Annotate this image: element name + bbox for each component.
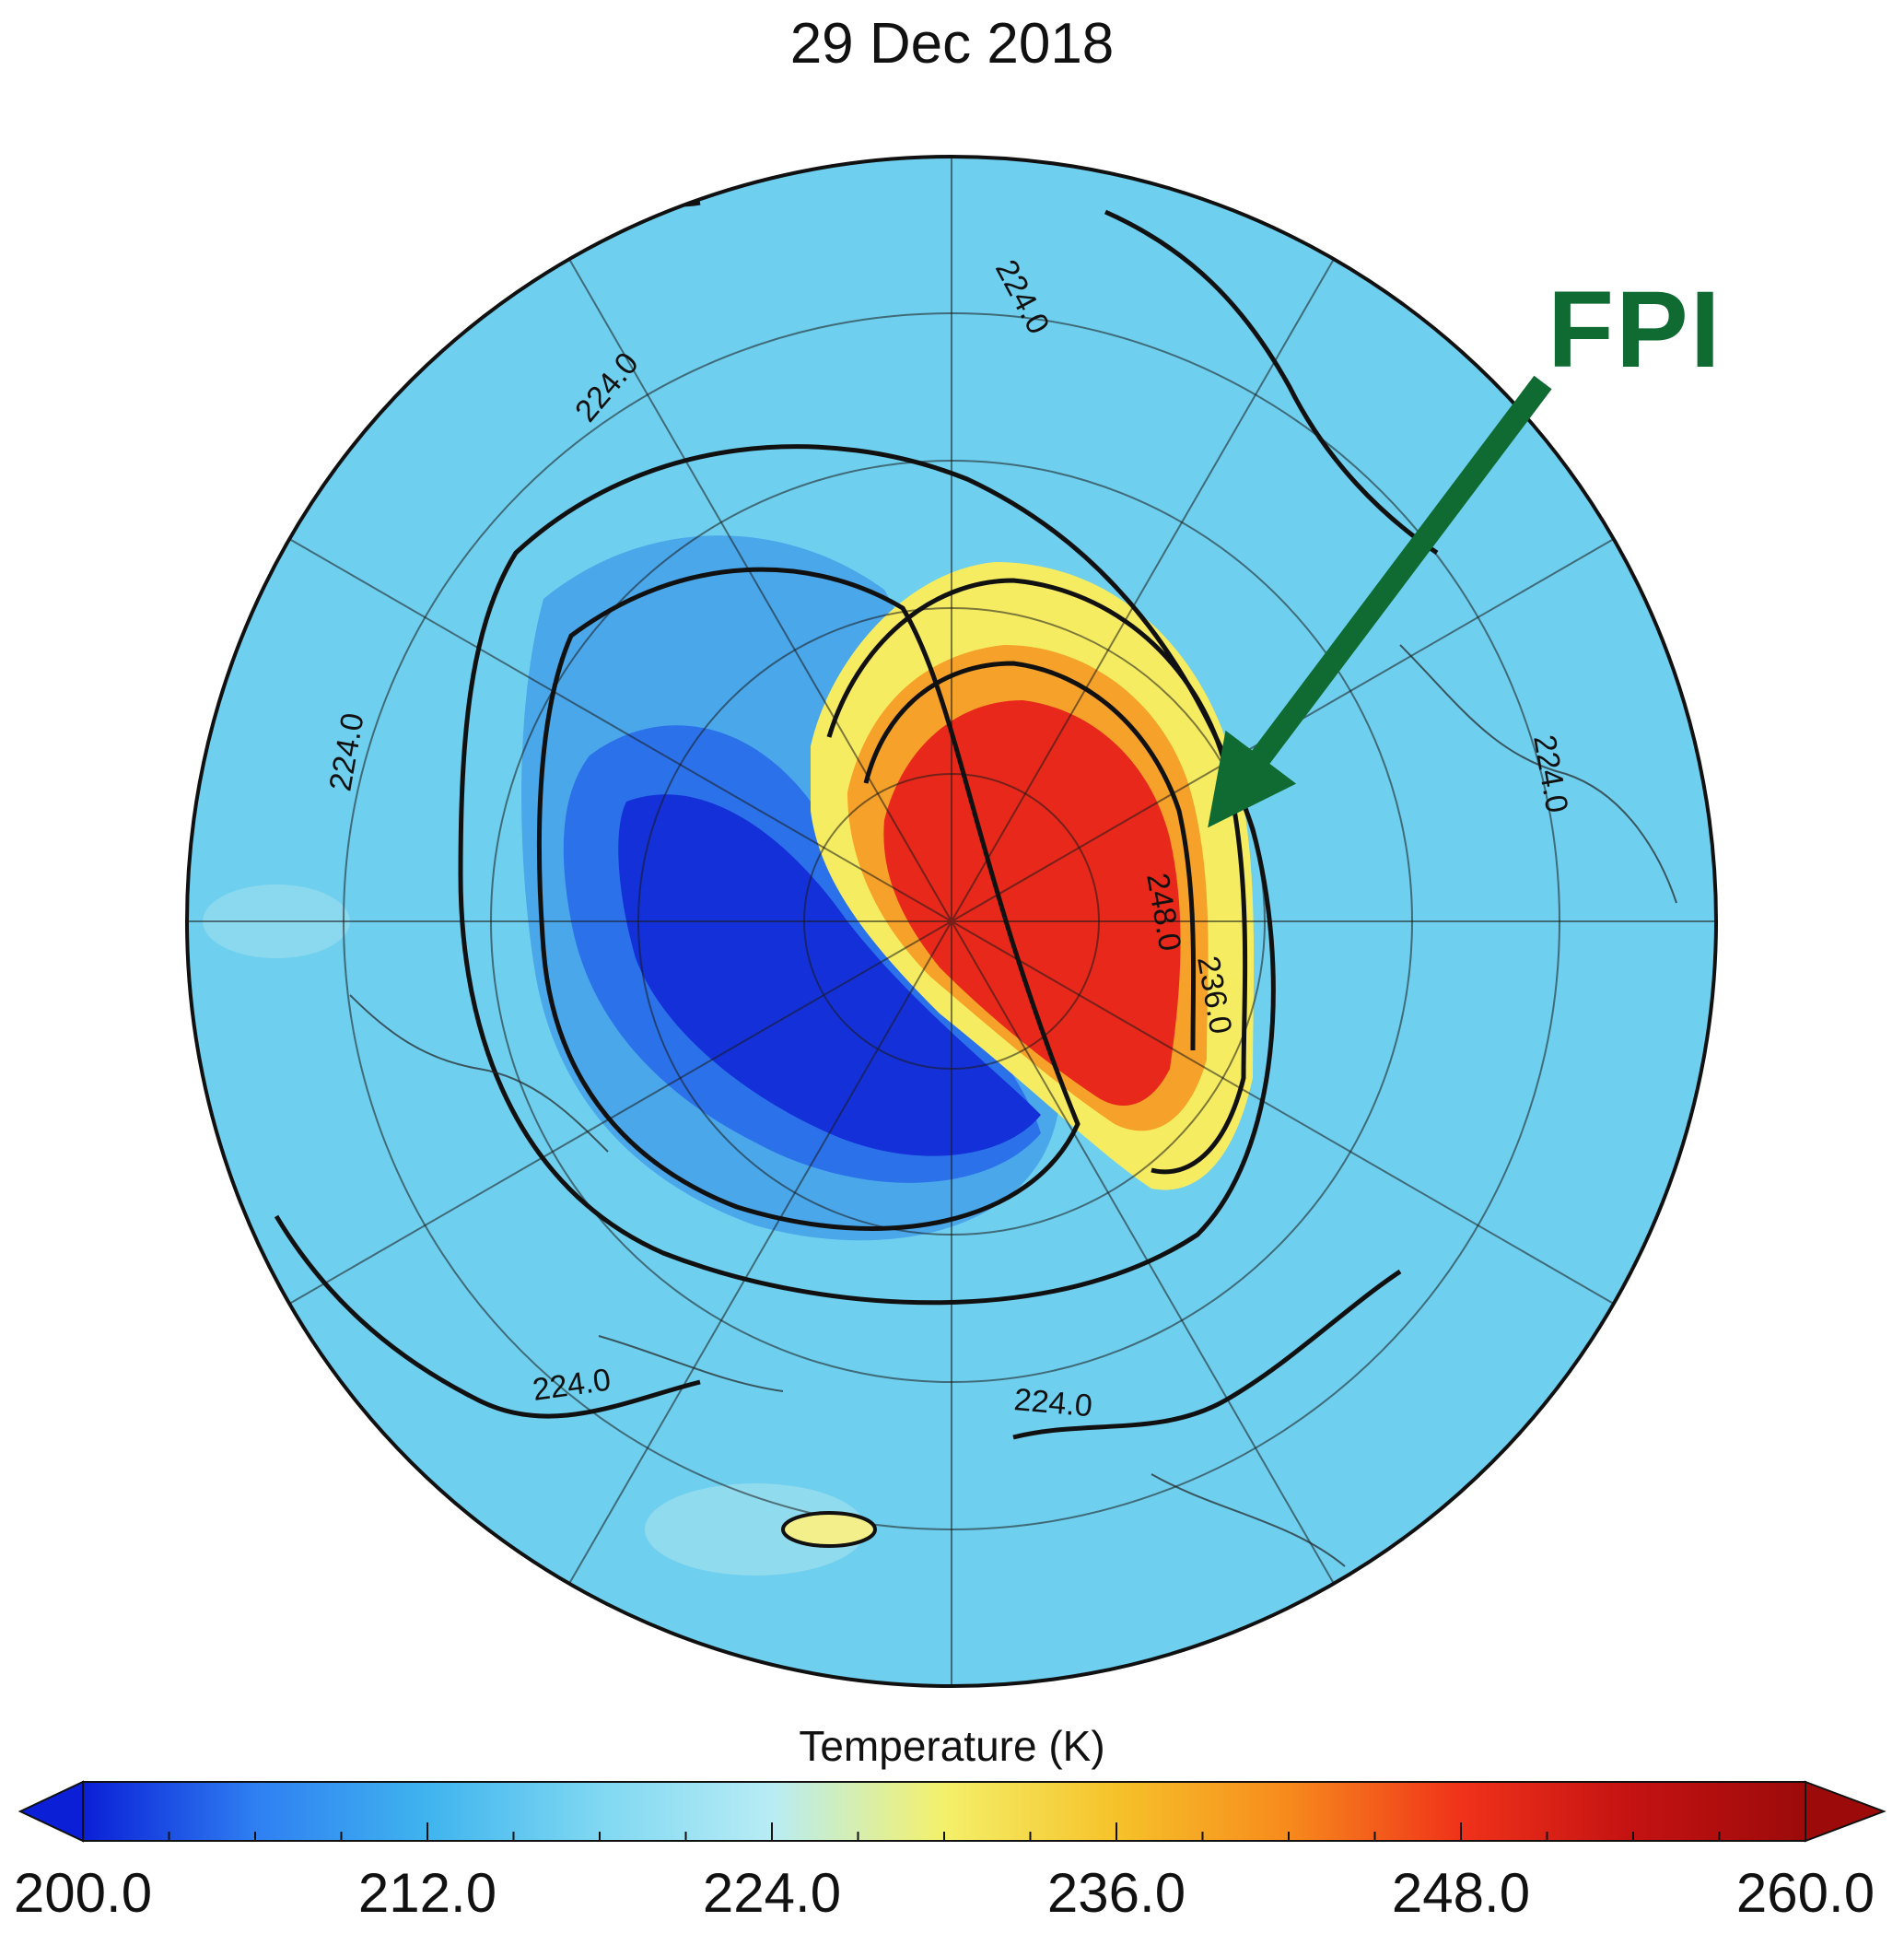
fpi-annotation-label: FPI (1548, 269, 1723, 391)
colorbar-title: Temperature (K) (799, 1722, 1105, 1770)
meridian-line (951, 920, 1335, 1585)
colorbar-tick-label: 200.0 (13, 1862, 153, 1924)
colorbar-tick-label: 224.0 (702, 1862, 842, 1924)
meridian-line (288, 920, 952, 1305)
colorbar-min-extension (18, 1780, 84, 1843)
meridian-line (951, 920, 1615, 1305)
cold-region-core (618, 794, 1041, 1156)
colorbar-gradient (82, 1781, 1806, 1842)
colorbar-tick-label: 248.0 (1391, 1862, 1531, 1924)
colorbar-tick-label: 212.0 (357, 1862, 497, 1924)
meridian-line (951, 258, 1335, 922)
fpi-arrow (1208, 375, 1552, 828)
map-border (185, 155, 1718, 1688)
contour-label: 224.0 (1012, 1382, 1093, 1423)
colorbar-max-extension (1805, 1780, 1886, 1843)
colorbar-ticks (82, 1822, 1806, 1841)
colorbar-tick-label: 260.0 (1735, 1862, 1875, 1924)
light-patch (645, 1483, 866, 1576)
coastlines (349, 644, 1677, 1567)
map-title: 29 Dec 2018 (789, 12, 1115, 76)
warm-region-core (883, 700, 1181, 1106)
meridian-line (568, 920, 952, 1585)
meridian-line (288, 538, 952, 922)
small-contour (781, 1511, 877, 1548)
meridian-line (568, 258, 952, 922)
longitude-lines (187, 157, 1716, 1686)
map-disc (187, 157, 1716, 1686)
colorbar (18, 1780, 1886, 1843)
colorbar-tick-label: 236.0 (1046, 1862, 1186, 1924)
